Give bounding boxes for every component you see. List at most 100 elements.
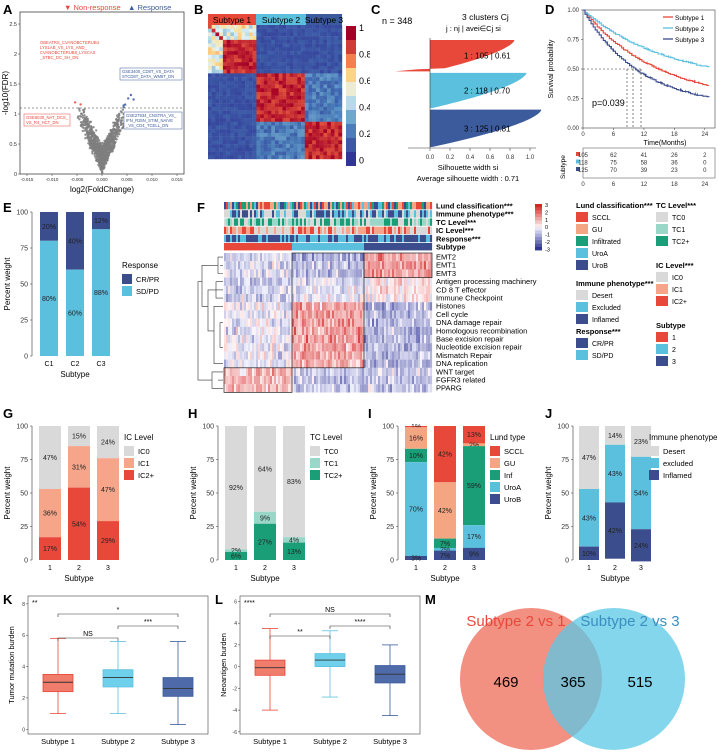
f-legend-label: TC0 bbox=[672, 215, 685, 222]
consensus-cell bbox=[319, 62, 324, 67]
heatmap-cell bbox=[272, 269, 275, 278]
consensus-cell bbox=[234, 129, 238, 134]
annotation-cell bbox=[356, 202, 359, 210]
heatmap-cell bbox=[242, 269, 245, 278]
consensus-cell bbox=[222, 95, 227, 100]
consensus-cell bbox=[215, 39, 220, 44]
annotation-cell bbox=[236, 210, 239, 218]
consensus-cell bbox=[282, 129, 287, 134]
dendrogram-branch bbox=[201, 265, 210, 307]
heatmap-cell bbox=[290, 335, 293, 344]
consensus-cell bbox=[289, 144, 294, 149]
heatmap-cell bbox=[328, 318, 331, 327]
heatmap-cell bbox=[380, 367, 383, 377]
consensus-cell bbox=[230, 99, 235, 104]
consensus-cell bbox=[289, 106, 294, 111]
annotation-cell bbox=[258, 234, 261, 243]
consensus-cell bbox=[248, 65, 253, 70]
heatmap-cell bbox=[356, 335, 359, 344]
heatmap-cell bbox=[298, 302, 301, 311]
heatmap-cell bbox=[338, 294, 341, 303]
f-legend-title: Immune phenotype*** bbox=[576, 279, 654, 288]
heatmap-cell bbox=[228, 277, 231, 286]
heatmap-cell bbox=[294, 359, 297, 368]
consensus-cell bbox=[267, 103, 272, 108]
consensus-cell bbox=[334, 25, 339, 29]
heatmap-cell bbox=[306, 326, 309, 336]
consensus-cell bbox=[293, 36, 298, 41]
heatmap-cell bbox=[350, 261, 353, 270]
a-xlabel: log2(FoldChange) bbox=[70, 185, 134, 194]
consensus-cell bbox=[315, 144, 320, 149]
consensus-cell bbox=[263, 62, 268, 67]
heatmap-cell bbox=[272, 359, 275, 368]
annotation-cell bbox=[224, 226, 227, 234]
heatmap-cell bbox=[328, 302, 331, 311]
annotation-cell bbox=[376, 218, 379, 226]
heatmap-cell bbox=[352, 326, 355, 336]
consensus-cell bbox=[222, 129, 227, 134]
c-n-text: n = 348 bbox=[382, 16, 412, 26]
heatmap-cell bbox=[334, 376, 337, 385]
consensus-cell bbox=[211, 136, 216, 141]
annotation-cell bbox=[360, 202, 363, 210]
annotation-cell bbox=[418, 202, 421, 210]
heatmap-cell bbox=[424, 359, 427, 368]
consensus-cell bbox=[282, 95, 287, 100]
annotation-cell bbox=[230, 226, 233, 234]
heatmap-cell bbox=[258, 335, 261, 344]
consensus-cell bbox=[271, 51, 276, 55]
consensus-cell bbox=[260, 39, 265, 44]
consensus-cell bbox=[256, 95, 261, 100]
heatmap-cell bbox=[292, 326, 295, 336]
consensus-cell bbox=[237, 28, 242, 33]
d-risk-cell: 58 bbox=[641, 161, 648, 167]
heatmap-cell bbox=[262, 261, 265, 270]
heatmap-cell bbox=[386, 294, 389, 303]
consensus-cell bbox=[208, 144, 212, 149]
annotation-cell bbox=[252, 234, 255, 243]
consensus-cell bbox=[263, 99, 268, 104]
heatmap-cell bbox=[254, 310, 257, 319]
consensus-cell bbox=[312, 62, 317, 67]
heatmap-cell bbox=[406, 261, 409, 270]
heatmap-cell bbox=[428, 302, 431, 311]
heatmap-cell bbox=[358, 335, 361, 344]
consensus-cell bbox=[237, 32, 242, 37]
heatmap-cell bbox=[338, 302, 341, 311]
consensus-cell bbox=[271, 36, 276, 41]
heatmap-cell bbox=[424, 367, 427, 377]
consensus-cell bbox=[289, 129, 294, 134]
consensus-cell bbox=[237, 129, 242, 134]
heatmap-cell bbox=[364, 326, 367, 336]
consensus-cell bbox=[319, 80, 324, 85]
heatmap-cell bbox=[250, 285, 253, 295]
heatmap-cell bbox=[332, 253, 335, 262]
annotation-cell bbox=[336, 243, 339, 251]
consensus-cell bbox=[219, 114, 224, 119]
heatmap-cell bbox=[292, 343, 295, 352]
heatmap-cell bbox=[380, 261, 383, 270]
heatmap-cell bbox=[254, 351, 257, 360]
annotation-cell bbox=[364, 218, 367, 226]
consensus-cell bbox=[334, 106, 339, 111]
heatmap-cell bbox=[330, 302, 333, 311]
consensus-cell bbox=[323, 80, 328, 85]
heatmap-cell bbox=[248, 318, 251, 327]
consensus-cell bbox=[219, 129, 224, 134]
consensus-cell bbox=[286, 77, 291, 82]
heatmap-cell bbox=[332, 310, 335, 319]
consensus-cell bbox=[338, 140, 343, 145]
heatmap-cell bbox=[360, 261, 363, 270]
heatmap-cell bbox=[416, 367, 419, 377]
consensus-cell bbox=[234, 69, 238, 74]
annotation-cell bbox=[274, 234, 277, 243]
volcano-point bbox=[87, 124, 91, 128]
heatmap-cell bbox=[368, 253, 371, 262]
heatmap-cell bbox=[272, 343, 275, 352]
heatmap-cell bbox=[274, 326, 277, 336]
heatmap-cell bbox=[356, 294, 359, 303]
heatmap-cell bbox=[304, 269, 307, 278]
consensus-cell bbox=[315, 28, 320, 33]
consensus-cell bbox=[271, 80, 276, 85]
